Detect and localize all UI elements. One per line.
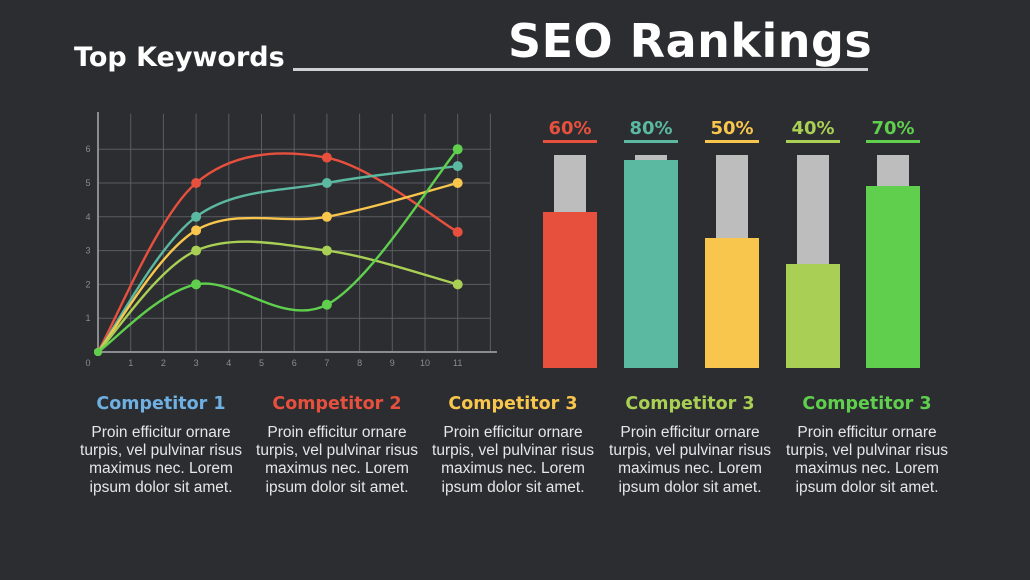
bar-5	[866, 186, 920, 368]
series-5-point	[191, 279, 202, 290]
series-3-point	[191, 225, 202, 236]
competitor-4-desc: Proin efficitur ornare turpis, vel pulvi…	[609, 424, 771, 496]
bar-1	[543, 212, 597, 368]
competitor-3-desc: Proin efficitur ornare turpis, vel pulvi…	[432, 424, 594, 496]
bar-value-label-4: 40%	[791, 118, 834, 139]
x-tick-label: 3	[194, 358, 199, 368]
page-title: SEO Rankings	[508, 14, 873, 68]
bar-2	[624, 160, 678, 368]
x-tick-label: 9	[390, 358, 395, 368]
bar-label-underline-4	[786, 140, 840, 143]
series-4-point	[452, 279, 463, 290]
competitor-2: Competitor 2 Proin efficitur ornare turp…	[249, 394, 425, 497]
series-1-point	[321, 152, 332, 163]
bar-value-label-3: 50%	[710, 118, 753, 139]
bar-value-label-5: 70%	[871, 118, 914, 139]
series-2-point	[191, 211, 202, 222]
competitor-5-name: Competitor 3	[802, 394, 932, 414]
y-tick-label: 4	[85, 212, 90, 222]
series-line-4	[96, 240, 459, 354]
series-2-point	[321, 178, 332, 188]
series-4-point	[321, 245, 332, 256]
series-line-1	[96, 152, 459, 354]
series-3-point	[321, 211, 332, 222]
competitor-4: Competitor 3 Proin efficitur ornare turp…	[602, 394, 778, 497]
x-tick-label: 10	[420, 358, 430, 368]
y-tick-label: 3	[85, 246, 90, 256]
bar-3	[705, 238, 759, 368]
y-tick-label: 2	[85, 279, 90, 289]
bar-value-label-2: 80%	[629, 118, 672, 139]
y-tick-label: 5	[85, 178, 90, 188]
series-line-5	[96, 148, 459, 354]
competitor-3: Competitor 3 Proin efficitur ornare turp…	[425, 394, 601, 497]
series-line-2	[96, 164, 459, 354]
title-divider	[293, 68, 868, 71]
x-tick-label: 6	[292, 358, 297, 368]
x-tick-label: 4	[226, 358, 231, 368]
series-1-point	[452, 227, 463, 238]
x-tick-label: 7	[324, 358, 329, 368]
series-4-point	[191, 245, 202, 256]
series-5-point	[452, 144, 463, 155]
bar-label-underline-2	[624, 140, 678, 143]
x-tick-label: 8	[357, 358, 362, 368]
x-tick-label: 2	[161, 358, 166, 368]
bar-4	[786, 264, 840, 368]
competitor-3-name: Competitor 3	[448, 394, 578, 414]
x-tick-label: 1	[128, 358, 133, 368]
competitor-4-name: Competitor 3	[625, 394, 755, 414]
competitor-1-name: Competitor 1	[96, 394, 226, 414]
series-3-point	[452, 178, 463, 188]
bar-label-underline-3	[705, 140, 759, 143]
competitor-2-desc: Proin efficitur ornare turpis, vel pulvi…	[256, 424, 418, 496]
x-tick-label: 11	[453, 358, 462, 368]
y-tick-label: 6	[85, 144, 90, 154]
x-tick-label: 0	[85, 358, 90, 368]
series-line-3	[96, 181, 459, 354]
bar-label-underline-1	[543, 140, 597, 143]
series-1-point	[191, 178, 202, 188]
competitor-5: Competitor 3 Proin efficitur ornare turp…	[779, 394, 955, 497]
series-5-point	[321, 299, 332, 310]
competitor-1-desc: Proin efficitur ornare turpis, vel pulvi…	[80, 424, 242, 496]
competitor-2-name: Competitor 2	[272, 394, 402, 414]
series-5-point	[94, 348, 102, 356]
line-chart-grid	[98, 113, 491, 352]
x-tick-label: 5	[259, 358, 264, 368]
section-title: Top Keywords	[74, 42, 285, 73]
y-tick-label: 1	[85, 313, 90, 323]
competitor-1: Competitor 1 Proin efficitur ornare turp…	[73, 394, 249, 497]
bar-value-label-1: 60%	[548, 118, 591, 139]
competitor-5-desc: Proin efficitur ornare turpis, vel pulvi…	[786, 424, 948, 496]
series-2-point	[452, 161, 463, 172]
bar-label-underline-5	[866, 140, 920, 143]
